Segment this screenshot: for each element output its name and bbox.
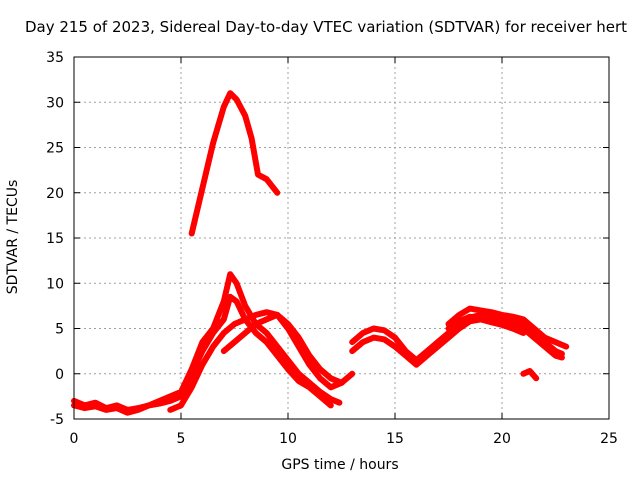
y-tick-label: 10: [46, 276, 64, 292]
y-tick-label: 15: [46, 231, 64, 247]
series-arc-7: [349, 314, 565, 368]
x-axis-label: GPS time / hours: [281, 457, 398, 473]
x-tick-label: 15: [386, 431, 404, 447]
series-arc-4: [167, 309, 356, 413]
x-tick-label: 5: [177, 431, 186, 447]
x-tick-label: 0: [70, 431, 79, 447]
y-tick-label: 5: [55, 322, 64, 338]
x-tick-labels: 0 5 10 15 20 25: [70, 431, 618, 447]
series-arc-10: [520, 368, 540, 382]
y-tick-label: 0: [55, 367, 64, 383]
series-arc-9: [445, 313, 527, 336]
tick-marks: [73, 56, 610, 420]
x-tick-label: 10: [279, 431, 297, 447]
y-tick-label: 25: [46, 141, 64, 157]
series-arc-1: [188, 90, 281, 237]
grid-lines: [74, 57, 609, 419]
series-arc-8: [445, 305, 570, 350]
y-tick-label: 20: [46, 186, 64, 202]
chart-title: Day 215 of 2023, Sidereal Day-to-day VTE…: [25, 18, 627, 36]
x-tick-label: 20: [493, 431, 511, 447]
series-arc-3: [71, 293, 334, 416]
y-tick-label: 30: [46, 95, 64, 111]
y-axis-label: SDTVAR / TECUs: [5, 180, 21, 295]
y-tick-label: -5: [50, 412, 64, 428]
y-tick-label: 35: [46, 50, 64, 66]
y-tick-labels: -5 0 5 10 15 20 25 30 35: [46, 50, 64, 428]
series-group: [71, 90, 570, 416]
series-arc-5: [220, 311, 345, 386]
x-tick-label: 25: [600, 431, 618, 447]
